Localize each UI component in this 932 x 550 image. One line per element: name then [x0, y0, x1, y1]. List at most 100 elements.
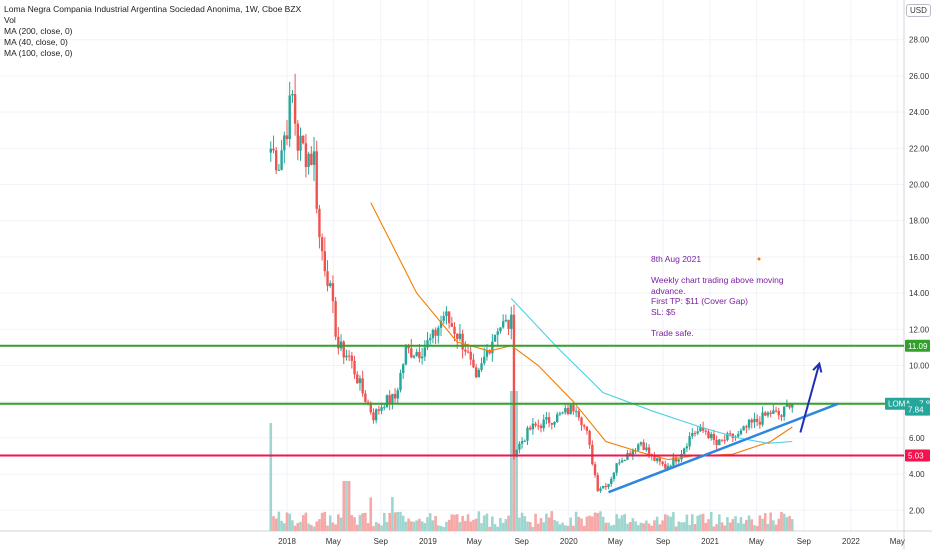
- close-tag-bg: [905, 403, 930, 416]
- candle-body: [758, 421, 762, 425]
- legend-ma40[interactable]: MA (40, close, 0): [4, 37, 68, 47]
- volume-bar: [769, 512, 772, 531]
- candle: [464, 341, 467, 356]
- candle-body: [696, 431, 699, 434]
- candle: [412, 354, 416, 359]
- legend-vol[interactable]: Vol: [4, 15, 16, 25]
- price-tag-5-03-bg: [905, 449, 930, 462]
- volume-bar: [601, 516, 605, 531]
- annotation-line: [651, 265, 784, 276]
- volume-bar: [564, 525, 567, 531]
- candle-body: [531, 423, 535, 430]
- volume-bar: [269, 423, 273, 531]
- candle-body: [755, 418, 759, 422]
- candle-body: [407, 346, 410, 349]
- volume-bar: [699, 514, 702, 531]
- candle-body: [712, 434, 716, 440]
- candle: [566, 403, 570, 416]
- time-tick-label: Sep: [515, 537, 530, 546]
- candle-body: [523, 440, 526, 442]
- trade-annotation: 8th Aug 2021 Weekly chart trading above …: [651, 254, 784, 338]
- candle: [331, 275, 335, 314]
- candle: [682, 447, 686, 455]
- volume-bar: [712, 526, 716, 531]
- candle: [364, 390, 367, 403]
- candle: [693, 430, 697, 437]
- legend-ma200[interactable]: MA (200, close, 0): [4, 26, 73, 36]
- volume-bar: [353, 517, 356, 531]
- candle-body: [472, 359, 475, 368]
- volume-bar: [507, 515, 510, 531]
- volume-bar: [442, 526, 446, 531]
- candle-body: [274, 150, 278, 171]
- time-tick-label: 2021: [701, 537, 719, 546]
- target-arrow: [799, 363, 821, 433]
- time-tick-label: May: [467, 537, 482, 546]
- volume-bar: [566, 525, 570, 531]
- candle: [510, 306, 513, 340]
- candle-body: [280, 150, 283, 170]
- candle: [580, 416, 583, 431]
- chart-legend: Loma Negra Compania Industrial Argentina…: [4, 4, 301, 59]
- candle-body: [369, 403, 372, 413]
- candle-body: [285, 135, 289, 140]
- candle-body: [461, 333, 464, 350]
- candle-body: [377, 409, 381, 411]
- price-tag-11-09-bg: [905, 339, 930, 352]
- volume-bar: [466, 514, 470, 531]
- candle: [520, 437, 524, 449]
- volume-bar: [464, 520, 467, 531]
- candle: [707, 428, 710, 440]
- candle-body: [504, 319, 508, 322]
- price-tick-label: 24.00: [909, 108, 930, 117]
- volume-bar: [723, 525, 727, 531]
- candle: [618, 459, 621, 466]
- candle-body: [431, 329, 435, 339]
- volume-bar: [618, 518, 621, 531]
- volume-bar: [758, 515, 762, 531]
- volume-bar: [350, 515, 354, 531]
- candle: [396, 387, 399, 404]
- candle: [356, 371, 359, 384]
- volume-bar: [326, 525, 329, 531]
- legend-ma100[interactable]: MA (100, close, 0): [4, 48, 73, 58]
- candle-body: [626, 453, 629, 461]
- candle-body: [618, 462, 621, 464]
- candle: [593, 461, 597, 478]
- candle: [445, 306, 448, 325]
- currency-button[interactable]: USD: [906, 4, 931, 17]
- candle-body: [515, 449, 518, 457]
- candle: [761, 406, 764, 427]
- candle-body: [785, 403, 789, 407]
- annotation-line: First TP: $11 (Cover Gap): [651, 296, 748, 306]
- candle-body: [429, 338, 432, 341]
- volume-bar: [474, 518, 478, 531]
- candle-body: [761, 412, 764, 425]
- candle: [653, 452, 656, 462]
- volume-bar: [299, 521, 302, 531]
- volume-bar: [480, 523, 483, 531]
- volume-bar: [747, 515, 751, 531]
- close-tag-text: 7.84: [908, 406, 924, 415]
- candle-body: [677, 459, 680, 462]
- candle-body: [791, 404, 794, 408]
- volume-bar: [674, 526, 678, 531]
- candle-body: [356, 374, 359, 384]
- volume-bar: [728, 522, 732, 531]
- volume-bar: [653, 520, 656, 531]
- candle-body: [488, 350, 491, 354]
- candle-body: [456, 333, 459, 339]
- candle-body: [737, 434, 740, 437]
- candle-body: [477, 369, 481, 378]
- volume-bar: [520, 512, 524, 531]
- candle-body: [442, 316, 445, 321]
- candle-body: [501, 321, 505, 328]
- candle-body: [739, 430, 743, 435]
- candle: [293, 73, 297, 136]
- price-tag-11-09: 11.09: [905, 339, 930, 352]
- volume-bar: [504, 519, 508, 531]
- candle: [791, 403, 794, 413]
- volume-bar: [750, 519, 754, 531]
- price-tick-label: 28.00: [909, 36, 930, 45]
